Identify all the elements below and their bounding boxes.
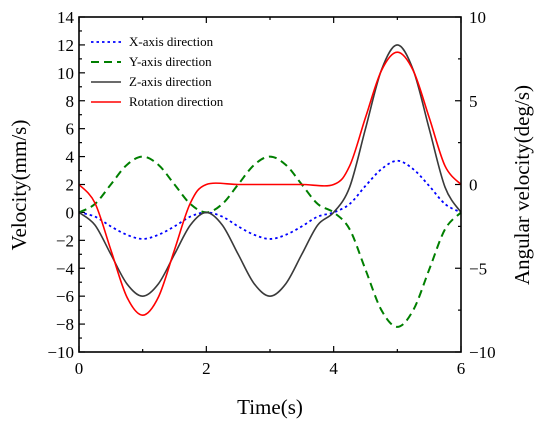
- y-tick-label: −6: [56, 287, 74, 306]
- y-tick-label: −2: [56, 231, 74, 250]
- plot-frame: [78, 16, 462, 353]
- y-tick-label: 12: [57, 36, 74, 55]
- y2-tick-label: 0: [469, 176, 478, 195]
- y2-tick-label: 5: [469, 92, 478, 111]
- x-tick-label: 0: [75, 359, 84, 378]
- y2-tick-label: −5: [469, 259, 487, 278]
- series-layer: [78, 44, 462, 328]
- legend-label: Z-axis direction: [129, 74, 212, 89]
- y-tick-label: 8: [66, 92, 75, 111]
- y2-tick-label: −10: [469, 343, 496, 362]
- series-line-x-axis-direction: [78, 159, 462, 240]
- legend: X-axis direction Y-axis direction Z-axis d…: [91, 34, 224, 109]
- y2-tick-label: 10: [469, 8, 486, 27]
- series-line-y-axis-direction: [78, 155, 462, 328]
- y-tick-label: −10: [47, 343, 74, 362]
- series-line-rotation-direction: [78, 51, 462, 316]
- y-tick-label: 4: [66, 148, 75, 167]
- y-tick-label: −8: [56, 315, 74, 334]
- x-axis-title: Time(s): [237, 395, 303, 419]
- y-tick-label: 2: [66, 176, 75, 195]
- legend-label: Y-axis direction: [129, 54, 212, 69]
- series-line-z-axis-direction: [78, 44, 462, 297]
- x-tick-label: 4: [329, 359, 338, 378]
- y-axis-title: Velocity(mm/s): [7, 120, 31, 251]
- y-tick-label: −4: [56, 259, 75, 278]
- y-tick-label: 0: [66, 203, 75, 222]
- x-tick-label: 2: [202, 359, 211, 378]
- y-tick-label: 6: [66, 120, 75, 139]
- x-tick-label: 6: [457, 359, 466, 378]
- y-tick-label: 10: [57, 64, 74, 83]
- y2-axis-title: Angular velocity(deg/s): [510, 85, 534, 285]
- legend-label: Rotation direction: [129, 94, 224, 109]
- y-tick-label: 14: [57, 8, 75, 27]
- legend-label: X-axis direction: [129, 34, 214, 49]
